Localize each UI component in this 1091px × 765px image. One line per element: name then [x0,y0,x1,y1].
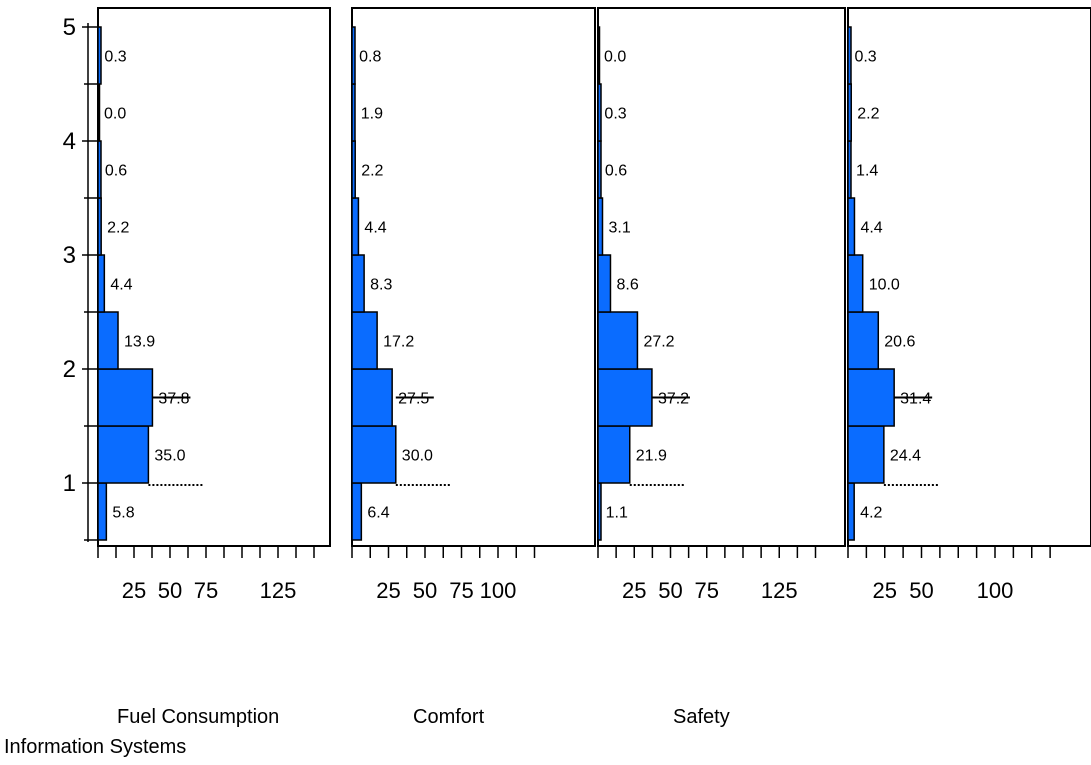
bar-value-label: 4.2 [860,505,882,522]
bar-fuel-consumption [97,83,101,142]
x-tick-label: 50 [413,578,437,603]
bar-comfort [351,26,356,85]
x-tick-label: 50 [658,578,682,603]
x-tick-label: 50 [158,578,182,603]
bar-information-systems [847,26,852,85]
bar-safety [597,368,653,427]
bar-value-label: 3.1 [608,220,630,237]
bar-value-label: 27.5 [398,391,429,408]
x-tick-label: 125 [260,578,297,603]
bar-value-label: 37.2 [658,391,689,408]
bar-value-label: 8.6 [616,277,638,294]
bar-value-label: 6.4 [367,505,389,522]
bar-safety [597,83,602,142]
bar-value-label: 1.1 [606,505,628,522]
bar-value-label: 0.3 [104,49,126,66]
bar-value-label: 0.0 [604,49,626,66]
bar-value-label: 0.3 [854,49,876,66]
bar-fuel-consumption [97,425,150,484]
bar-value-label: 2.2 [107,220,129,237]
bar-safety [597,482,602,541]
bar-value-label: 10.0 [869,277,900,294]
x-tick-label: 75 [695,578,719,603]
x-tick-label: 75 [194,578,218,603]
bar-value-label: 31.4 [900,391,931,408]
bar-value-label: 13.9 [124,334,155,351]
bar-fuel-consumption [97,311,119,370]
bar-value-label: 0.3 [604,106,626,123]
bar-comfort [351,197,360,256]
bar-safety [597,425,631,484]
bar-value-label: 30.0 [402,448,433,465]
x-tick-label: 125 [761,578,798,603]
bar-fuel-consumption [97,140,102,199]
bar-safety [597,140,602,199]
bar-fuel-consumption [97,197,102,256]
bar-information-systems [847,482,855,541]
panel-title-information-systems: Information Systems [4,736,187,758]
y-tick-label: 1 [63,470,76,497]
bar-safety [597,26,601,85]
bar-information-systems [847,311,880,370]
bar-comfort [351,482,363,541]
bar-information-systems [847,425,885,484]
y-tick-label: 4 [63,128,76,155]
bar-safety [597,311,639,370]
bar-value-label: 2.2 [361,163,383,180]
bar-value-label: 17.2 [383,334,414,351]
x-tick-label: 25 [122,578,146,603]
x-tick-label: 100 [480,578,517,603]
bar-value-label: 21.9 [636,448,667,465]
x-tick-label: 25 [873,578,897,603]
bar-comfort [351,140,356,199]
bar-fuel-consumption [97,254,106,313]
x-tick-label: 100 [977,578,1014,603]
bar-value-label: 1.9 [361,106,383,123]
bar-fuel-consumption [97,482,108,541]
bar-comfort [351,425,397,484]
y-tick-label: 5 [63,14,76,41]
panel-title-safety: Safety [673,706,730,728]
bar-value-label: 2.2 [857,106,879,123]
bar-fuel-consumption [97,368,154,427]
bar-safety [597,197,604,256]
bar-safety [597,254,612,313]
y-tick-label: 2 [63,356,76,383]
y-tick-label: 3 [63,242,76,269]
bar-information-systems [847,83,852,142]
bar-information-systems [847,140,852,199]
x-tick-label: 25 [622,578,646,603]
x-tick-label: 25 [376,578,400,603]
bar-comfort [351,83,356,142]
bar-value-label: 8.3 [370,277,392,294]
x-tick-label: 50 [909,578,933,603]
bar-value-label: 37.8 [158,391,189,408]
bar-value-label: 4.4 [364,220,386,237]
bar-value-label: 4.4 [110,277,132,294]
bar-fuel-consumption [97,26,102,85]
bar-value-label: 0.6 [605,163,627,180]
bar-information-systems [847,254,864,313]
bar-value-label: 0.6 [105,163,127,180]
x-tick-label: 75 [449,578,473,603]
bar-value-label: 24.4 [890,448,921,465]
bar-value-label: 4.4 [860,220,882,237]
panel-title-fuel-consumption: Fuel Consumption [117,706,280,728]
bar-value-label: 1.4 [856,163,878,180]
bar-comfort [351,254,365,313]
bar-value-label: 20.6 [884,334,915,351]
bar-value-label: 27.2 [643,334,674,351]
bar-comfort [351,311,378,370]
bar-information-systems [847,368,895,427]
bar-value-label: 0.8 [359,49,381,66]
bar-value-label: 5.8 [112,505,134,522]
bar-value-label: 0.0 [104,106,126,123]
bar-information-systems [847,197,856,256]
bar-comfort [351,368,393,427]
bar-value-label: 35.0 [154,448,185,465]
panel-title-comfort: Comfort [413,706,485,728]
